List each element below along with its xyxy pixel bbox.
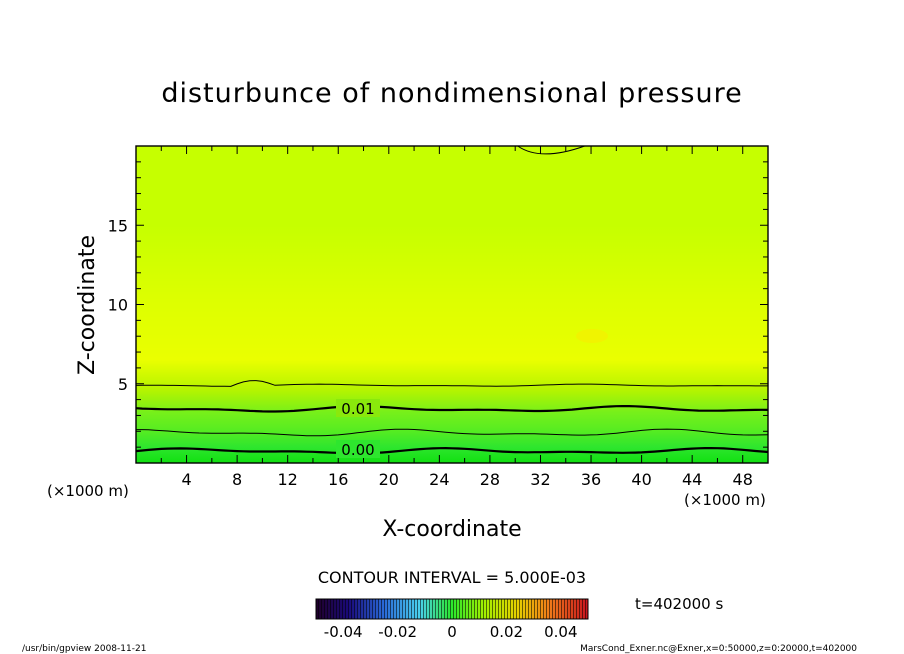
x-tick-label: 32 (530, 470, 550, 489)
x-axis-label: X-coordinate (382, 517, 521, 542)
y-axis-label: Z-coordinate (75, 235, 100, 375)
y-tick-label: 5 (118, 375, 128, 394)
x-tick-label: 48 (733, 470, 753, 489)
colorbar-tick-label: 0.04 (544, 623, 577, 641)
y-tick-label: 10 (108, 296, 128, 315)
plot-area (135, 145, 769, 464)
contour-line (135, 380, 768, 387)
contour-lines (135, 145, 769, 455)
x-tick-label: 24 (429, 470, 449, 489)
contour-label-000: 0.00 (341, 441, 374, 459)
x-tick-label: 4 (181, 470, 191, 489)
x-tick-label: 12 (278, 470, 298, 489)
colorbar-tick-label: -0.04 (324, 623, 363, 641)
contour-label-bg-2 (336, 440, 380, 458)
contour-line-top (517, 145, 585, 155)
x-tick-labels: 4 8 12 16 20 24 28 32 36 40 44 48 (181, 470, 752, 489)
colorbar-frame (315, 598, 589, 620)
x-unit-left: (×1000 m) (47, 482, 129, 500)
chart-title: disturbunce of nondimensional pressure (161, 78, 742, 109)
x-unit-right: (×1000 m) (684, 491, 766, 509)
contour-interval: CONTOUR INTERVAL = 5.000E-03 (318, 568, 586, 587)
footer-right: MarsCond_Exner.nc@Exner,x=0:50000,z=0:20… (580, 644, 857, 654)
x-tick-label: 36 (581, 470, 601, 489)
colorbar-tick-labels: -0.04 -0.02 0 0.02 0.04 (324, 623, 578, 641)
contour-label-001: 0.01 (341, 400, 374, 418)
colorbar: -0.04 -0.02 0 0.02 0.04 (315, 598, 589, 641)
x-tick-label: 8 (232, 470, 242, 489)
high-pressure-spot (576, 329, 608, 343)
x-tick-label: 16 (328, 470, 348, 489)
x-tick-label: 44 (682, 470, 702, 489)
x-tick-label: 28 (480, 470, 500, 489)
colorbar-stripes (316, 599, 588, 619)
x-tick-label: 20 (379, 470, 399, 489)
colorbar-tick-label: 0.02 (490, 623, 523, 641)
colorbar-tick-label: 0 (447, 623, 457, 641)
contour-line (135, 446, 769, 455)
contour-line (135, 405, 769, 413)
time-label: t=402000 s (635, 595, 723, 613)
y-tick-labels: 5 10 15 (108, 216, 128, 394)
axis-ticks (136, 146, 768, 463)
footer-left: /usr/bin/gpview 2008-11-21 (22, 644, 146, 654)
colorbar-tick-label: -0.02 (378, 623, 417, 641)
contour-label-bg-1 (336, 399, 380, 417)
y-tick-label: 15 (108, 216, 128, 235)
field-fill (136, 146, 768, 463)
contour-line (136, 428, 769, 437)
x-tick-label: 40 (631, 470, 651, 489)
